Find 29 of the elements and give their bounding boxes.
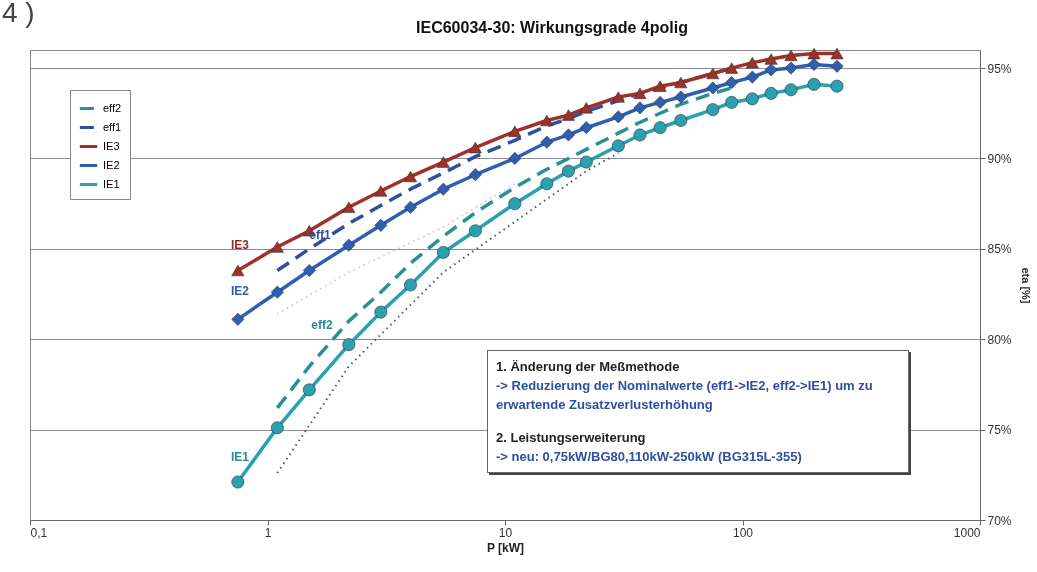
y-tick-label: 90%: [987, 151, 1012, 166]
y-tick-label: 70%: [987, 513, 1012, 528]
annotation: IE3: [230, 238, 250, 252]
legend-label: IE2: [103, 158, 120, 171]
chart-title: IEC60034-30: Wirkungsgrade 4polig: [416, 19, 688, 36]
annotation: 1. Änderung der Meßmethode: [496, 358, 681, 376]
legend-label: IE3: [103, 139, 120, 152]
y-axis-title: eta [%]: [1019, 267, 1032, 304]
x-tick-label: 1000: [953, 525, 981, 540]
annotation: -> Reduzierung der Nominalwerte (eff1->IE2, eff2->IE1) um zu erwartende Zusatzverlusterhöhung: [496, 377, 874, 414]
annotation: eff2: [311, 318, 333, 332]
x-tick-label: 10: [498, 525, 513, 540]
x-tick-label: 0,1: [30, 525, 48, 540]
annotation: IE1: [230, 450, 250, 464]
annotation: IE2: [230, 284, 250, 298]
x-tick-label: 100: [732, 525, 754, 540]
annotation: eff1: [309, 228, 331, 242]
x-tick-label: 1: [264, 525, 272, 540]
y-tick-label: 85%: [987, 242, 1012, 257]
y-tick-label: 95%: [987, 61, 1012, 76]
text: 4 ): [2, 0, 35, 28]
x-axis-title: P [kW]: [486, 540, 525, 555]
y-tick-label: 75%: [987, 423, 1012, 438]
annotation: -> neu: 0,75kW/BG80,110kW-250kW (BG315L-355): [496, 448, 803, 466]
annotation: 2. Leistungserweiterung: [496, 429, 647, 447]
legend-label: eff1: [103, 120, 122, 133]
legend-label: IE1: [103, 177, 120, 190]
y-tick-label: 80%: [987, 332, 1012, 347]
legend-label: eff2: [103, 101, 122, 114]
